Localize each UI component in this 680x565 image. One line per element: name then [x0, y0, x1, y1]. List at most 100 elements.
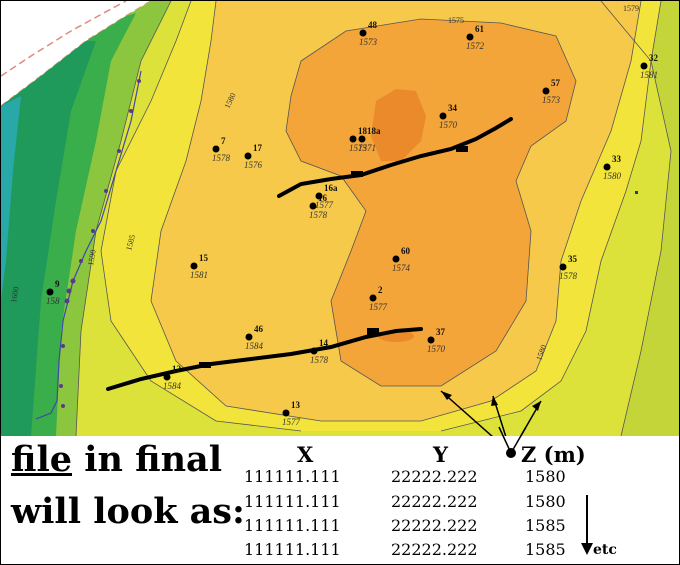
- well-id-label: 13: [291, 400, 301, 410]
- well-id-label: 35: [568, 254, 578, 264]
- well-48: 48 1573: [359, 20, 378, 47]
- well-33: 33 1580: [603, 154, 622, 181]
- well-depth-label: 1571: [358, 143, 376, 153]
- well-marker: [542, 87, 550, 95]
- well-id-label: 12: [172, 364, 182, 374]
- cell-y: 22222.222: [391, 467, 478, 486]
- well-id-label: 16a: [324, 183, 338, 193]
- well-marker: [244, 152, 252, 160]
- well-marker: [309, 202, 317, 210]
- well-depth-label: 1577: [315, 200, 334, 210]
- contour-label: 1600: [9, 286, 21, 303]
- well-marker: [245, 333, 253, 341]
- well-13: 13 1577: [282, 400, 301, 427]
- table-row: 111111.111 22222.222 1585: [1, 516, 679, 538]
- well-46: 46 1584: [245, 324, 264, 351]
- well-18: 18 1573: [349, 126, 368, 153]
- well-32: 32 1581: [640, 53, 659, 80]
- well-marker: [310, 347, 318, 355]
- contour-map: 1575 1579 1580 1585 1590 1600 1580: [1, 1, 679, 436]
- well-id-label: 15: [199, 253, 209, 263]
- marker-dot: [635, 191, 638, 194]
- well-60: 60 1574: [392, 246, 411, 273]
- fault-south: [106, 327, 423, 391]
- well-35: 35 1578: [559, 254, 578, 281]
- well-marker: [369, 294, 377, 302]
- table-row: 111111.111 22222.222 1585: [1, 540, 679, 562]
- well-12: 12 1584: [163, 364, 182, 391]
- contour-label: 1575: [448, 16, 464, 25]
- well-marker: [163, 373, 171, 381]
- well-37: 37 1570: [427, 327, 446, 354]
- caption-file-word: file: [11, 439, 73, 480]
- cell-z: 1585: [525, 540, 566, 559]
- well-34: 34 1570: [439, 103, 458, 130]
- contour-label: 1590: [86, 249, 98, 266]
- well-depth-label: 1570: [439, 120, 458, 130]
- well-id-label: 7: [221, 136, 226, 146]
- table-row: 111111.111 22222.222 1580: [1, 467, 679, 489]
- well-depth-label: 1581: [640, 70, 658, 80]
- etc-label: etc: [593, 542, 617, 558]
- well-id-label: 17: [253, 143, 263, 153]
- well-marker: [439, 112, 447, 120]
- well-depth-label: 1577: [369, 302, 388, 312]
- well-17: 17 1576: [244, 143, 263, 170]
- well-id-label: 16: [318, 193, 328, 203]
- well-marker: [349, 135, 357, 143]
- well-marker: [640, 62, 648, 70]
- unmapped-area: [1, 1, 151, 106]
- cell-x: 111111.111: [244, 540, 341, 559]
- well-id-label: 33: [612, 154, 622, 164]
- well-id-label: 2: [378, 285, 383, 295]
- well-id-label: 48: [368, 20, 378, 30]
- down-arrow-icon: [581, 495, 593, 555]
- zone-1575: [286, 19, 576, 386]
- cell-z: 1585: [525, 516, 566, 535]
- well-depth-label: 1581: [190, 270, 208, 280]
- arrow-heads: [441, 391, 541, 411]
- well-depth-label: 1580: [603, 171, 622, 181]
- header-y: Y: [433, 442, 448, 467]
- well-depth-label: 1572: [466, 41, 485, 51]
- well-marker: [559, 263, 567, 271]
- well-marker: [427, 336, 435, 344]
- contour-label: 1579: [623, 4, 639, 13]
- well-depth-label: 1570: [427, 344, 446, 354]
- zone-1610: [1, 41, 96, 436]
- well-depth-label: 158: [46, 296, 60, 306]
- well-depth-label: 1577: [282, 417, 301, 427]
- cell-x: 111111.111: [244, 467, 341, 486]
- well-marker: [603, 163, 611, 171]
- well-id-label: 61: [475, 24, 485, 34]
- well-id-label: 9: [55, 279, 60, 289]
- well-id-label: 46: [254, 324, 264, 334]
- well-id-label: 18: [358, 126, 368, 136]
- header-x: X: [297, 442, 314, 467]
- zone-right-1585: [601, 1, 679, 436]
- well-marker: [358, 135, 366, 143]
- well-57: 57 1573: [542, 78, 561, 105]
- well-depth-label: 1578: [212, 153, 231, 163]
- zone-1620: [1, 96, 21, 301]
- cell-x: 111111.111: [244, 492, 341, 511]
- cell-x: 111111.111: [244, 516, 341, 535]
- well-id-label: 34: [448, 103, 458, 113]
- well-depth-label: 1573: [542, 95, 561, 105]
- well-marker: [282, 409, 290, 417]
- well-id-label: 57: [551, 78, 561, 88]
- table-row: 111111.111 22222.222 1580: [1, 492, 679, 514]
- caption-line-1-rest: in final: [72, 439, 222, 480]
- well-depth-label: 1576: [244, 160, 263, 170]
- well-id-label: 60: [401, 246, 411, 256]
- boundary-dashed-line-2: [1, 1, 127, 77]
- well-depth-label: 1578: [559, 271, 578, 281]
- well-depth-label: 1573: [359, 37, 378, 47]
- well-61: 61 1572: [466, 24, 485, 51]
- well-2: 2 1577: [369, 285, 388, 312]
- pointer-origin: [498, 426, 527, 458]
- well-id-label: 14: [319, 338, 329, 348]
- fault-north: [277, 117, 513, 198]
- cell-y: 22222.222: [391, 516, 478, 535]
